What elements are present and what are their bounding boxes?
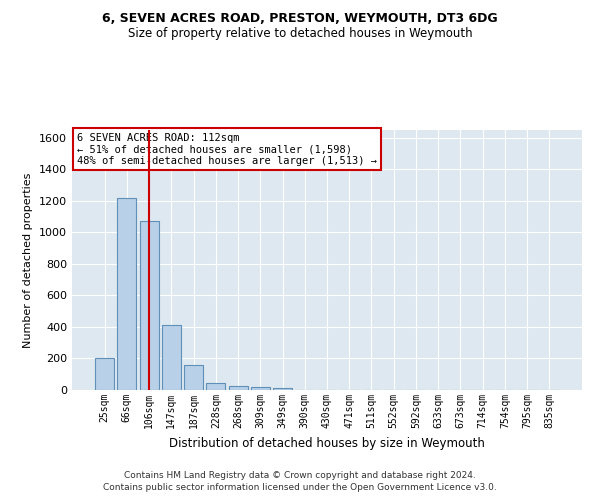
Text: Distribution of detached houses by size in Weymouth: Distribution of detached houses by size …: [169, 438, 485, 450]
Bar: [184, 365, 203, 390]
Bar: [162, 326, 181, 390]
Text: 6 SEVEN ACRES ROAD: 112sqm
← 51% of detached houses are smaller (1,598)
48% of s: 6 SEVEN ACRES ROAD: 112sqm ← 51% of deta…: [77, 132, 377, 166]
Bar: [206, 383, 225, 390]
Text: Contains public sector information licensed under the Open Government Licence v3: Contains public sector information licen…: [103, 484, 497, 492]
Bar: [95, 358, 114, 390]
Bar: [251, 387, 270, 390]
Y-axis label: Number of detached properties: Number of detached properties: [23, 172, 34, 348]
Bar: [273, 388, 292, 390]
Text: Size of property relative to detached houses in Weymouth: Size of property relative to detached ho…: [128, 28, 472, 40]
Bar: [118, 198, 136, 390]
Text: Contains HM Land Registry data © Crown copyright and database right 2024.: Contains HM Land Registry data © Crown c…: [124, 471, 476, 480]
Text: 6, SEVEN ACRES ROAD, PRESTON, WEYMOUTH, DT3 6DG: 6, SEVEN ACRES ROAD, PRESTON, WEYMOUTH, …: [102, 12, 498, 26]
Bar: [229, 386, 248, 390]
Bar: [140, 220, 158, 390]
